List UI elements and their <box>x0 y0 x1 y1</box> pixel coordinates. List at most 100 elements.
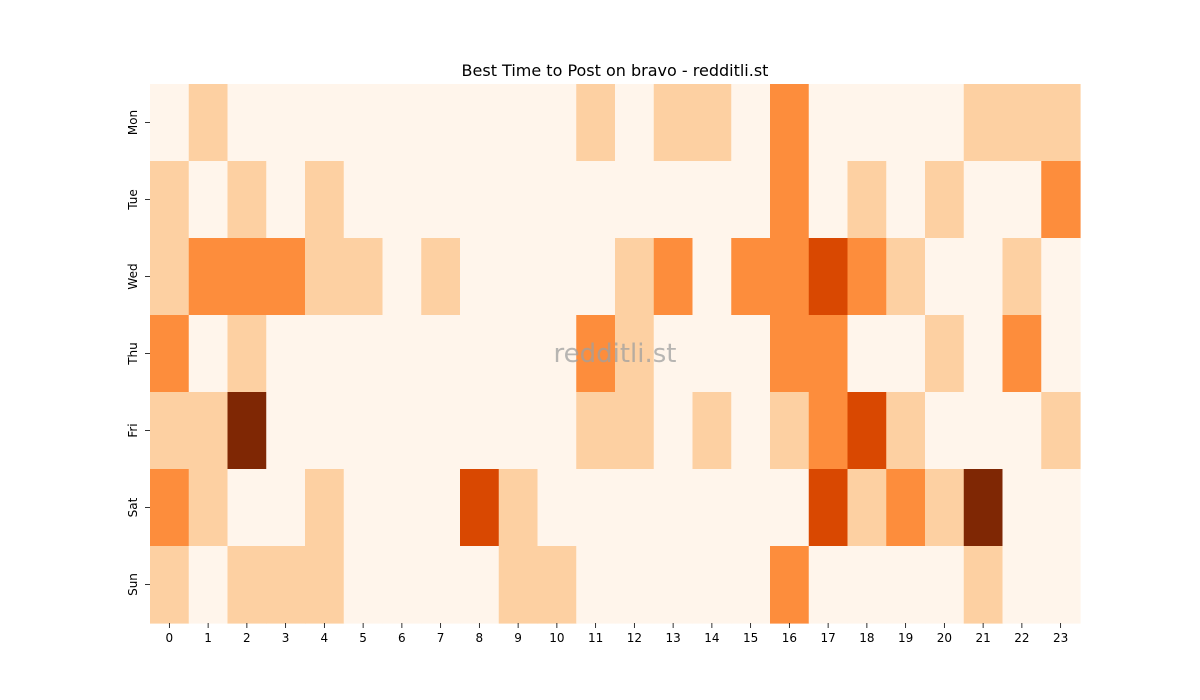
heatmap-cell-tue-13 <box>653 161 694 239</box>
heatmap-cell-tue-8 <box>460 161 500 239</box>
heatmap-cell-mon-15 <box>731 84 771 162</box>
heatmap-cell-thu-12 <box>615 315 655 393</box>
heatmap-cell-fri-6 <box>382 392 422 470</box>
heatmap-cell-wed-12 <box>615 238 655 316</box>
heatmap-cell-wed-20 <box>925 238 965 316</box>
heatmap-cell-wed-10 <box>537 238 577 316</box>
heatmap-cell-sun-20 <box>925 546 965 624</box>
heatmap-cell-mon-5 <box>343 84 384 162</box>
heatmap-cell-sat-8 <box>460 469 500 547</box>
x-tick-label: 6 <box>398 631 406 645</box>
heatmap-cell-fri-14 <box>692 392 732 470</box>
heatmap-cell-sun-17 <box>808 546 849 624</box>
heatmap-cell-wed-11 <box>576 238 616 316</box>
x-tick-label: 19 <box>898 631 913 645</box>
heatmap-cell-thu-2 <box>227 315 267 393</box>
heatmap-cell-tue-7 <box>421 161 461 239</box>
heatmap-cell-tue-23 <box>1041 161 1081 239</box>
heatmap-cell-fri-9 <box>498 392 539 470</box>
heatmap-cell-tue-11 <box>576 161 616 239</box>
x-tick-label: 18 <box>859 631 874 645</box>
heatmap-cell-tue-5 <box>343 161 384 239</box>
heatmap-cell-tue-18 <box>847 161 887 239</box>
heatmap-cell-fri-15 <box>731 392 771 470</box>
heatmap-cell-mon-18 <box>847 84 887 162</box>
heatmap-cell-mon-3 <box>266 84 306 162</box>
heatmap-cell-sun-13 <box>653 546 694 624</box>
heatmap-cell-thu-5 <box>343 315 384 393</box>
heatmap-cell-wed-22 <box>1002 238 1042 316</box>
heatmap-cell-sun-9 <box>498 546 539 624</box>
heatmap-cell-tue-0 <box>150 161 190 239</box>
heatmap-cell-mon-0 <box>150 84 190 162</box>
x-tick-label: 23 <box>1053 631 1068 645</box>
heatmap-cell-sun-19 <box>886 546 926 624</box>
heatmap-cell-sat-18 <box>847 469 887 547</box>
heatmap-cell-fri-12 <box>615 392 655 470</box>
heatmap-cell-sat-1 <box>188 469 229 547</box>
heatmap-cell-mon-11 <box>576 84 616 162</box>
chart-title: Best Time to Post on bravo - redditli.st <box>462 61 769 80</box>
heatmap-cell-fri-13 <box>653 392 694 470</box>
heatmap-cell-mon-21 <box>963 84 1004 162</box>
heatmap-cell-wed-15 <box>731 238 771 316</box>
y-tick-label: Mon <box>126 110 140 135</box>
heatmap-cell-fri-8 <box>460 392 500 470</box>
x-tick-label: 2 <box>243 631 251 645</box>
heatmap-cell-sat-11 <box>576 469 616 547</box>
heatmap-cell-wed-6 <box>382 238 422 316</box>
heatmap-cell-thu-6 <box>382 315 422 393</box>
heatmap-cell-tue-6 <box>382 161 422 239</box>
x-tick-label: 11 <box>588 631 603 645</box>
heatmap-cell-sat-2 <box>227 469 267 547</box>
heatmap-cell-sat-21 <box>963 469 1004 547</box>
heatmap-cell-tue-15 <box>731 161 771 239</box>
heatmap-cell-sun-0 <box>150 546 190 624</box>
heatmap-cell-fri-19 <box>886 392 926 470</box>
heatmap-cell-mon-13 <box>653 84 694 162</box>
heatmap-cell-thu-22 <box>1002 315 1042 393</box>
heatmap-cell-sat-23 <box>1041 469 1081 547</box>
heatmap-cell-sun-23 <box>1041 546 1081 624</box>
heatmap-cell-fri-21 <box>963 392 1004 470</box>
y-tick-label: Sat <box>126 497 140 517</box>
heatmap-cell-sun-8 <box>460 546 500 624</box>
heatmap-cell-sun-4 <box>305 546 345 624</box>
heatmap-cell-tue-17 <box>808 161 849 239</box>
heatmap-cell-tue-4 <box>305 161 345 239</box>
heatmap-cell-wed-17 <box>808 238 849 316</box>
heatmap-cell-fri-2 <box>227 392 267 470</box>
heatmap-cell-sat-12 <box>615 469 655 547</box>
heatmap-cell-thu-10 <box>537 315 577 393</box>
heatmap-cell-sat-16 <box>770 469 810 547</box>
heatmap-cell-fri-3 <box>266 392 306 470</box>
heatmap-cell-wed-21 <box>963 238 1004 316</box>
heatmap-cell-sat-15 <box>731 469 771 547</box>
heatmap-cell-mon-23 <box>1041 84 1081 162</box>
heatmap-cell-tue-3 <box>266 161 306 239</box>
heatmap-cell-sun-7 <box>421 546 461 624</box>
heatmap-cell-fri-20 <box>925 392 965 470</box>
y-axis: Mon Tue Wed Thu Fri Sat Sun <box>126 110 150 596</box>
heatmap-cell-sun-21 <box>963 546 1004 624</box>
heatmap-cell-sat-14 <box>692 469 732 547</box>
heatmap-cell-sun-15 <box>731 546 771 624</box>
heatmap-cell-thu-13 <box>653 315 694 393</box>
heatmap-cell-wed-9 <box>498 238 539 316</box>
heatmap-cell-sat-7 <box>421 469 461 547</box>
heatmap-cell-thu-7 <box>421 315 461 393</box>
heatmap-cell-fri-22 <box>1002 392 1042 470</box>
heatmap-cell-sat-0 <box>150 469 190 547</box>
x-tick-label: 21 <box>975 631 990 645</box>
heatmap-cell-mon-14 <box>692 84 732 162</box>
heatmap-cell-thu-11 <box>576 315 616 393</box>
heatmap-cell-fri-7 <box>421 392 461 470</box>
heatmap-cell-wed-3 <box>266 238 306 316</box>
heatmap-cell-fri-10 <box>537 392 577 470</box>
heatmap-cell-wed-13 <box>653 238 694 316</box>
heatmap-cell-mon-7 <box>421 84 461 162</box>
heatmap-cell-thu-23 <box>1041 315 1081 393</box>
heatmap-cell-mon-2 <box>227 84 267 162</box>
heatmap-cell-wed-0 <box>150 238 190 316</box>
heatmap-cell-tue-10 <box>537 161 577 239</box>
